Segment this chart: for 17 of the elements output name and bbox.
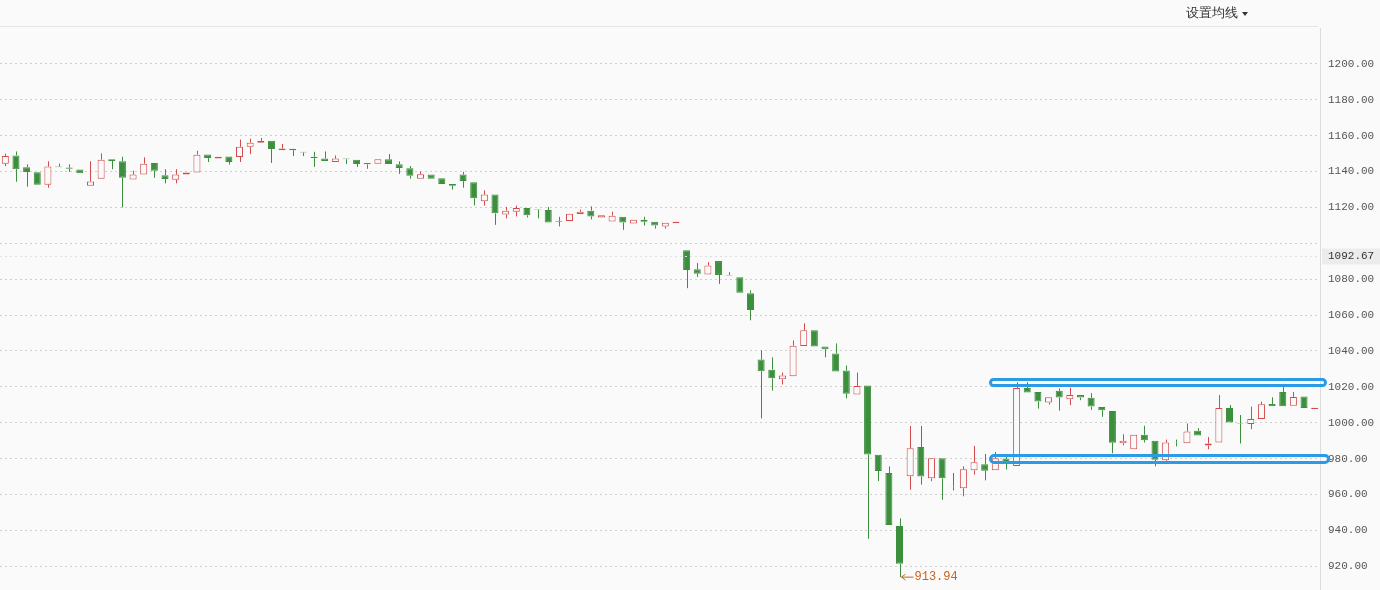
- y-tick-label: 1060.00: [1328, 308, 1375, 321]
- text: 设置均线: [1186, 5, 1238, 20]
- y-tick-label: 1000.00: [1328, 416, 1375, 429]
- y-tick-label: 1120.00: [1328, 201, 1375, 214]
- y-tick-label: 1040.00: [1328, 344, 1375, 357]
- y-tick-label: 960.00: [1328, 488, 1368, 501]
- y-tick-label: 1140.00: [1328, 165, 1375, 178]
- y-tick-label: 1020.00: [1328, 380, 1375, 393]
- y-tick-label: 940.00: [1328, 524, 1368, 537]
- y-tick-label: 1080.00: [1328, 273, 1375, 286]
- y-tick-label: 980.00: [1328, 452, 1368, 465]
- ref-line-label: 1092.67: [1328, 250, 1375, 263]
- y-tick-label: 1180.00: [1328, 93, 1375, 106]
- y-tick-label: 1200.00: [1328, 57, 1375, 70]
- annotation: 913.94: [914, 570, 958, 585]
- y-tick-label: 920.00: [1328, 560, 1368, 573]
- y-tick-label: 1160.00: [1328, 129, 1375, 142]
